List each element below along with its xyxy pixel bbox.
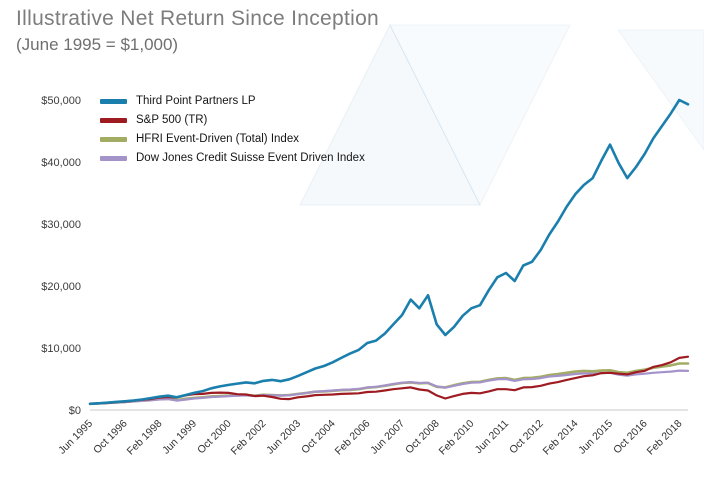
x-tick-label: Feb 2006 xyxy=(333,418,373,458)
page-subtitle: (June 1995 = $1,000) xyxy=(16,35,179,55)
legend-label: S&P 500 (TR) xyxy=(136,114,208,126)
legend-item-hfri: HFRI Event-Driven (Total) Index xyxy=(100,133,365,145)
legend-item-sp500: S&P 500 (TR) xyxy=(100,114,365,126)
x-tick-label: Feb 2014 xyxy=(541,418,581,458)
legend-swatch-sp500 xyxy=(100,117,127,123)
legend-swatch-djcs xyxy=(100,155,127,161)
series-line-0 xyxy=(88,98,690,406)
y-tick-label: $0 xyxy=(69,405,81,417)
x-tick-label: Oct 2016 xyxy=(611,418,650,457)
x-tick-label: Oct 2000 xyxy=(195,418,234,457)
x-tick-label: Oct 2008 xyxy=(403,418,442,457)
x-tick-label: Jun 2003 xyxy=(264,418,303,457)
x-tick-label: Feb 2002 xyxy=(229,418,269,458)
y-tick-label: $50,000 xyxy=(41,95,81,107)
chart-header: Illustrative Net Return Since Inception … xyxy=(16,6,379,55)
legend-item-third-point: Third Point Partners LP xyxy=(100,95,365,107)
x-tick-label: Feb 2018 xyxy=(645,418,685,458)
series-line-3 xyxy=(88,369,690,405)
x-tick-label: Jun 1995 xyxy=(56,418,95,457)
legend-swatch-third-point xyxy=(100,98,127,104)
watermark-triangle xyxy=(617,29,704,151)
page-title: Illustrative Net Return Since Inception xyxy=(16,7,380,30)
x-tick-label: Jun 1999 xyxy=(160,418,199,457)
legend-label: Third Point Partners LP xyxy=(136,95,256,107)
x-tick-label: Jun 2007 xyxy=(368,418,407,457)
x-tick-label: Oct 1996 xyxy=(91,418,130,457)
legend-swatch-hfri xyxy=(100,136,127,142)
watermark-triangle xyxy=(299,23,481,206)
y-tick-label: $40,000 xyxy=(41,157,81,169)
x-tick-label: Feb 1998 xyxy=(125,418,165,458)
watermark-triangle xyxy=(389,24,571,207)
y-tick-label: $30,000 xyxy=(41,219,81,231)
legend-label: Dow Jones Credit Suisse Event Driven Ind… xyxy=(136,152,365,164)
y-tick-label: $20,000 xyxy=(41,281,81,293)
x-tick-label: Jun 2011 xyxy=(473,418,512,457)
x-tick-label: Oct 2012 xyxy=(507,418,546,457)
legend-item-djcs: Dow Jones Credit Suisse Event Driven Ind… xyxy=(100,152,365,164)
chart-legend: Third Point Partners LP S&P 500 (TR) HFR… xyxy=(100,95,365,164)
x-tick-label: Jun 2015 xyxy=(576,418,615,457)
watermark-triangles xyxy=(299,23,704,207)
y-tick-label: $10,000 xyxy=(41,343,81,355)
x-tick-label: Feb 2010 xyxy=(437,418,477,458)
legend-label: HFRI Event-Driven (Total) Index xyxy=(136,133,299,145)
x-tick-label: Oct 2004 xyxy=(299,418,338,457)
